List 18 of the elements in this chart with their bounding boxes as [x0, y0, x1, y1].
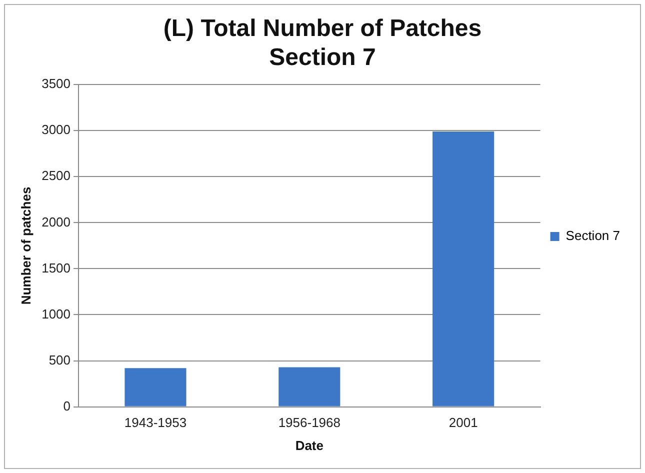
x-axis-title: Date: [295, 438, 324, 453]
bar: [432, 132, 494, 406]
bar: [278, 367, 340, 406]
chart-title: (L) Total Number of Patches Section 7: [163, 15, 482, 71]
legend-label: Section 7: [566, 228, 620, 244]
y-tick-label: 0: [63, 398, 71, 414]
y-axis-title: Number of patches: [18, 186, 34, 305]
x-tick-label: 2001: [448, 415, 478, 430]
x-tick-label: 1956-1968: [278, 415, 340, 430]
y-tick-label: 3500: [42, 76, 71, 92]
y-tick-label: 500: [48, 352, 71, 368]
bar: [124, 368, 186, 406]
x-tick-label: 1943-1953: [124, 415, 187, 430]
y-tick-label: 1500: [42, 260, 71, 276]
y-tick-label: 2500: [42, 168, 71, 184]
y-tick-label: 1000: [42, 306, 71, 322]
y-tick-label: 3000: [42, 122, 71, 138]
y-tick-label: 2000: [42, 214, 71, 230]
